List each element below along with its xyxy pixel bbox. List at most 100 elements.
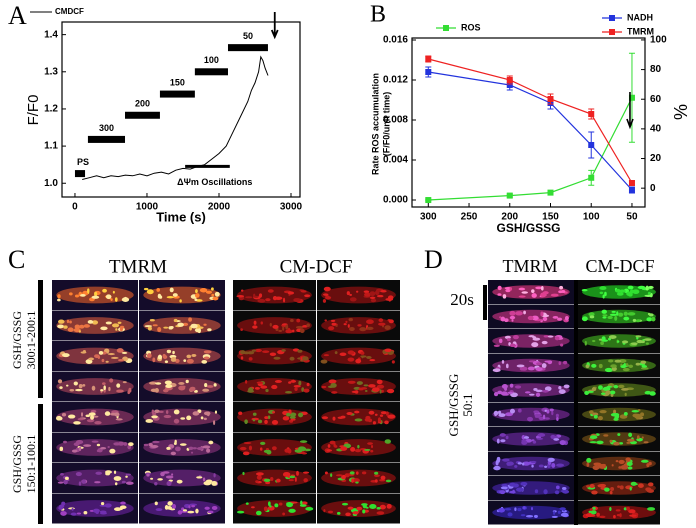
cell-image-spot (388, 319, 394, 324)
cell-image-spot (170, 451, 177, 456)
cell-image-spot (244, 419, 248, 424)
cell-image-spot (623, 412, 628, 416)
cell-image-spot (270, 476, 274, 481)
cell-image-spot (211, 505, 218, 511)
cell-image-spot (245, 502, 249, 505)
cell-image-spot (356, 381, 363, 385)
cell-image-spot (165, 475, 174, 479)
panel-label: B (370, 2, 386, 28)
y2-axis-label: % (671, 104, 691, 120)
cell-image-spot (349, 297, 357, 302)
cell-image-spot (608, 359, 614, 363)
cell-image-spot (264, 419, 268, 425)
cell-image-spot (324, 471, 328, 475)
cell-image-spot (380, 411, 388, 415)
cell-image-spot (531, 289, 535, 293)
cell-image-spot (386, 503, 392, 509)
cell-image-spot (526, 416, 534, 422)
cell-image-spot (202, 445, 211, 449)
cell-image-spot (599, 483, 606, 488)
cell-image-spot (73, 381, 78, 386)
cell-image-spot (617, 340, 620, 343)
cell-image-spot (504, 318, 509, 322)
cell-image-spot (100, 389, 104, 392)
cell-image-spot (335, 324, 338, 327)
cell-image-spot (629, 486, 632, 491)
cell-image-spot (359, 327, 367, 332)
cell-image-spot (361, 503, 368, 506)
cell-image-spot (92, 508, 100, 513)
cell-image-spot (211, 481, 218, 486)
panel-label: C (8, 245, 25, 274)
cell-image-spot (290, 318, 294, 323)
cell-image-spot (363, 384, 369, 387)
y-tick-label: 0.004 (383, 155, 408, 166)
cell-image-spot (617, 433, 621, 436)
cell-image-spot (347, 324, 350, 328)
cell-image-spot (199, 288, 208, 293)
cell-image-spot (517, 408, 522, 413)
cell-image-spot (203, 350, 212, 354)
cell-image-spot (154, 481, 158, 486)
cell-image-spot (370, 449, 374, 453)
cell-image-spot (355, 481, 359, 484)
cell-image-spot (628, 509, 636, 514)
cell-image-spot (514, 464, 518, 468)
cell-image-spot (352, 511, 359, 515)
cell-image-spot (369, 359, 376, 362)
cell-image-spot (91, 295, 100, 299)
cell-image-spot (57, 294, 61, 299)
cell-image-spot (95, 471, 103, 475)
legend-label: NADH (627, 12, 653, 22)
cell-image-spot (176, 479, 183, 484)
cell-image-spot (516, 364, 525, 368)
cell-image-spot (154, 501, 158, 506)
cell-image-spot (531, 315, 539, 321)
cell-image-spot (68, 507, 75, 510)
cell-image-spot (641, 436, 644, 439)
cell-image-spot (69, 320, 72, 324)
cell-image-spot (541, 314, 550, 318)
cell-image-spot (538, 464, 544, 468)
cell-image-spot (626, 506, 631, 511)
cell-image-spot (543, 489, 548, 495)
cell-image-spot (495, 460, 499, 466)
cell-image-spot (505, 435, 509, 440)
data-line (82, 55, 269, 180)
cell-image-spot (557, 510, 561, 514)
cell-image-spot (598, 338, 603, 341)
cell-image-spot (600, 341, 604, 346)
cell-image-spot (186, 415, 192, 421)
cell-image-spot (500, 439, 506, 443)
cell-image-spot (188, 388, 196, 392)
cell-image-spot (104, 411, 111, 416)
cell-image-spot (351, 478, 354, 483)
cell-image-spot (100, 502, 105, 506)
cell-image-spot (204, 383, 208, 388)
cell-image-spot (120, 501, 126, 505)
cell-image-spot (79, 324, 85, 329)
cell-image-spot (105, 472, 111, 476)
cell-image-spot (640, 360, 647, 365)
cell-image-spot (640, 367, 649, 370)
cell-image-spot (591, 387, 597, 392)
cell-image-spot (581, 316, 588, 322)
cell-image-spot (257, 419, 263, 424)
cell-image-spot (152, 357, 156, 363)
cell-image-spot (327, 385, 334, 388)
group-bracket (38, 404, 43, 524)
cell-image-spot (609, 506, 612, 512)
cell-image-spot (597, 463, 606, 468)
cell-image-spot (592, 340, 596, 343)
cell-image-spot (541, 340, 548, 345)
cell-image-spot (285, 324, 289, 330)
cell-image-spot (354, 448, 362, 453)
cell-image-spot (151, 415, 158, 419)
y-axis-label: Rate ROS accumulation (370, 73, 380, 175)
cell-image-spot (239, 446, 247, 451)
cell-image-spot (493, 410, 499, 416)
cell-image-spot (334, 445, 338, 448)
cell-image-spot (125, 475, 128, 478)
cell-image-spot (554, 336, 560, 341)
cell-image-spot (285, 329, 293, 334)
